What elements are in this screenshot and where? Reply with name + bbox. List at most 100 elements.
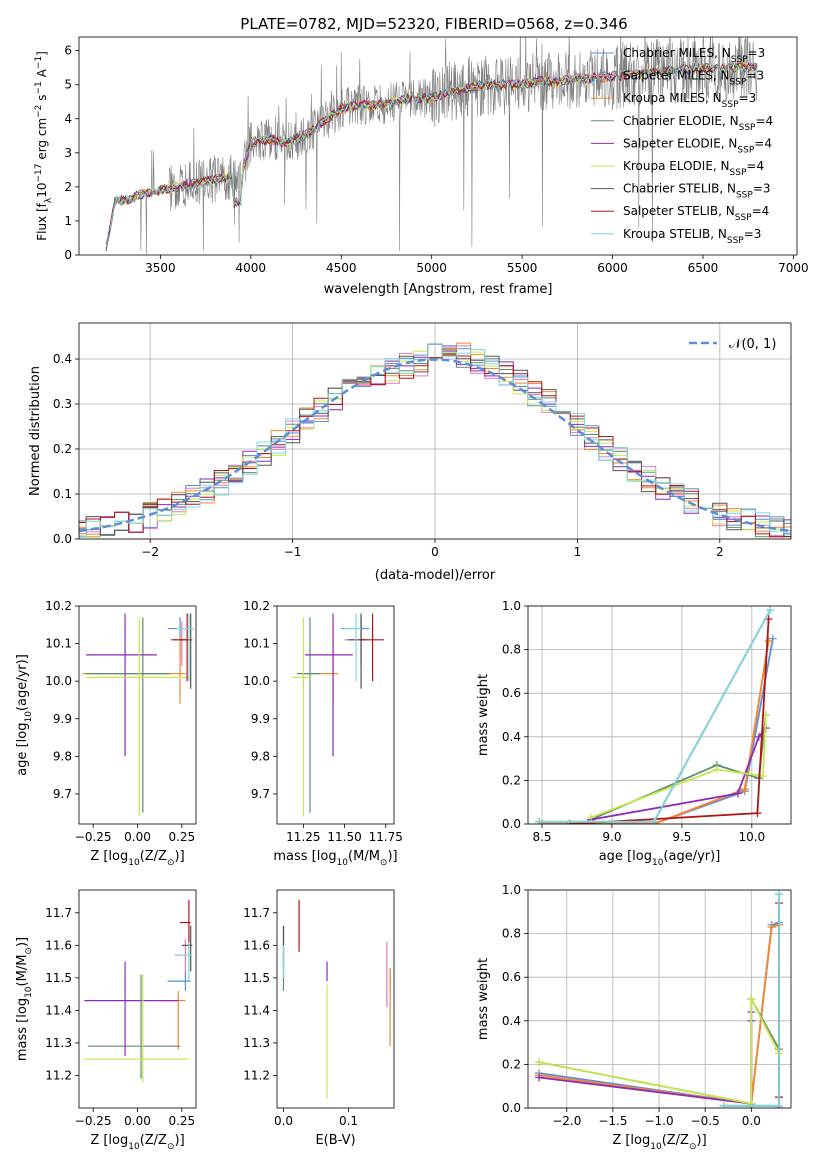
y-tick-label: 0.0 [502,1101,521,1115]
y-axis-label: Flux [fλ10−17 erg cm−2 s−1 A−1] [34,51,54,241]
y-tick-label: 10.2 [45,599,72,613]
series-marker [712,765,721,774]
y-tick-label: 11.6 [45,938,72,952]
y-axis-label: mass weight [476,958,491,1040]
y-tick-label: 2 [64,180,72,194]
observed-spectrum [105,37,758,255]
series-line [539,609,771,823]
series-line [538,998,780,1105]
x-tick-label: −0.25 [75,830,112,844]
y-tick-label: 11.4 [45,1003,72,1017]
errorbar-salpeter-stelib [180,899,191,949]
series-marker [775,1101,784,1108]
y-tick-label: 6 [64,44,72,58]
errorbar-chabrier-elodie [296,617,320,813]
x-tick-label: 8.5 [532,830,551,844]
y-tick-label: 11.7 [243,906,270,920]
x-tick-label: −1.5 [598,1114,627,1128]
series-kroupa-stelib [719,890,784,1108]
x-axis-label: Z [log10(Z/Z⊙)] [612,1133,706,1152]
y-tick-label: 9.7 [53,787,72,801]
legend-label: Salpeter STELIB, NSSP=4 [623,204,769,223]
model-spectrum-kroupa-stelib [105,62,758,248]
series-marker [740,785,749,794]
series-line [538,924,780,1105]
y-tick-label: 9.8 [53,749,72,763]
y-tick-label: 5 [64,78,72,92]
series-line [539,609,771,823]
legend-label: Chabrier STELIB, NSSP=3 [623,182,771,201]
x-tick-label: 11.50 [327,830,361,844]
axes-spectrum: 3500 4000 4500 5000 5500 6000 6500 7000 0 1 2 3 4 5 6 w… [34,36,809,297]
plot-area-mass_vs_Z [84,899,193,1082]
x-tick-label: 5000 [416,261,447,275]
x-tick-label: 0.0 [274,1114,293,1128]
y-tick-label: 11.2 [45,1068,72,1082]
y-tick-label: 1.0 [502,599,521,613]
y-tick-label: 10.0 [243,674,270,688]
model-spectrum-chabrier-elodie [105,61,758,251]
series-marker [535,1073,544,1082]
series-chabrier-elodie [586,711,770,824]
axes-frame [276,605,395,825]
legend-label: Kroupa MILES, NSSP=3 [623,91,756,110]
y-tick-label: 0 [64,248,72,262]
series-salpeter-stelib [565,615,773,824]
y-tick-label: 0.4 [53,352,72,366]
y-tick-label: 0.8 [502,643,521,657]
y-tick-label: 11.5 [45,971,72,985]
plot-area-residuals [79,342,791,538]
legend-label: 𝒩(0, 1) [729,337,776,352]
y-tick-label: 9.9 [251,712,270,726]
x-tick-label: 4000 [236,261,267,275]
axes-weight_vs_Z: −2.0 −1.5 −1.0 −0.5 0.0 0.0 0.2 0.4 0.6 0.8 1.0 Z [… [476,883,792,1152]
y-tick-label: 0.0 [53,532,72,546]
y-tick-label: 10.2 [243,599,270,613]
y-tick-label: 11.3 [243,1036,270,1050]
x-tick-label: 0 [431,545,439,559]
series-line [590,714,767,819]
series-marker [586,813,595,822]
x-axis-label: Z [log10(Z/Z⊙)] [90,849,184,868]
x-tick-label: −0.5 [691,1114,720,1128]
errorbar-chabrier-elodie [86,617,170,813]
legend-label: Salpeter ELODIE, NSSP=4 [623,136,772,155]
y-tick-label: 0.2 [502,1057,521,1071]
series-salpeter-miles [537,636,773,824]
legend-label: Salpeter MILES, NSSP=3 [623,69,764,88]
series-marker [535,1058,544,1067]
x-tick-label: 6500 [688,261,719,275]
legend-label: Chabrier MILES, NSSP=3 [623,46,765,65]
y-tick-label: 11.7 [45,906,72,920]
x-tick-label: 5500 [507,261,538,275]
plot-area-weight_vs_Z [535,890,784,1108]
x-axis-label: E(B-V) [315,1133,355,1148]
axes-frame [527,889,792,1109]
y-tick-label: 0.4 [502,1014,521,1028]
x-tick-label: 9.0 [602,830,621,844]
plot-area-weight_vs_age [535,606,777,824]
legend-label: Kroupa ELODIE, NSSP=4 [623,159,764,178]
y-tick-label: 0.2 [502,773,521,787]
x-tick-label: 3500 [145,261,176,275]
errorbar-kroupa-elodie [291,617,312,817]
x-tick-label: 2 [716,545,724,559]
y-axis-label: Normed distribution [28,366,43,496]
errorbar-kroupa-miles [82,636,186,704]
errorbar-chabrier-elodie [87,974,181,1079]
histogram-salpeter-stelib [79,354,791,538]
errorbar-chabrier-miles [341,617,370,659]
y-tick-label: 0.3 [53,397,72,411]
series-kroupa-elodie [586,711,770,822]
errorbar-salpeter-miles [172,621,191,667]
plot-area-spectrum [105,37,758,255]
series-marker [733,789,742,798]
y-tick-label: 0.2 [53,442,72,456]
series-marker [775,890,784,899]
errorbar-kroupa-miles [158,990,186,1050]
y-tick-label: 0.8 [502,927,521,941]
errorbar-salpeter-elodie [84,961,179,1056]
series-marker [764,636,773,645]
axes-frame [527,605,792,825]
x-tick-label: 4500 [326,261,357,275]
